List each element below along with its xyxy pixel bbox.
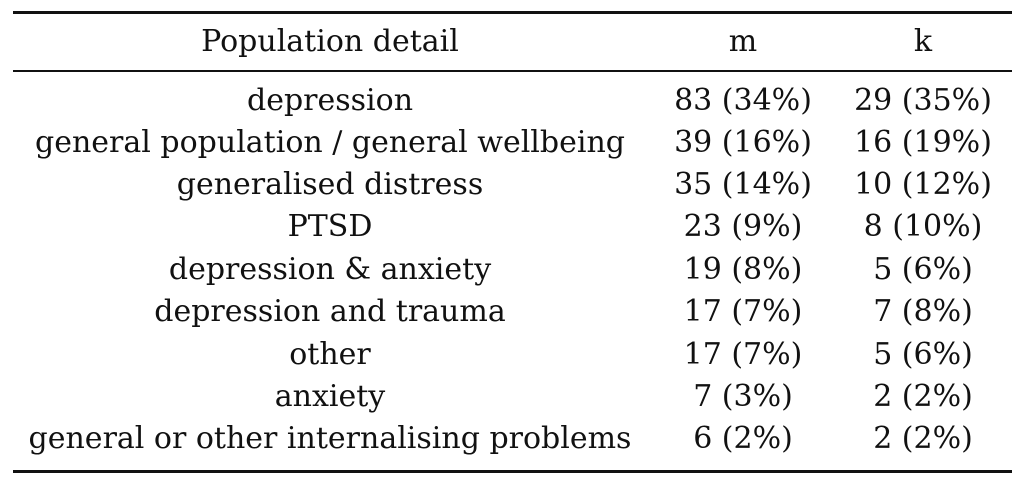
table-row: depression 83 (34%) 29 (35%) bbox=[0, 80, 1024, 122]
cell-k: 10 (12%) bbox=[854, 167, 992, 202]
table-row: other 17 (7%) 5 (6%) bbox=[0, 334, 1024, 376]
top-rule bbox=[13, 11, 1012, 14]
cell-detail: anxiety bbox=[274, 379, 386, 414]
table-row: general population / general wellbeing 3… bbox=[0, 122, 1024, 164]
cell-detail: other bbox=[289, 337, 371, 372]
cell-k: 16 (19%) bbox=[854, 125, 992, 160]
cell-k: 2 (2%) bbox=[873, 379, 973, 414]
cell-k: 29 (35%) bbox=[854, 83, 992, 118]
cell-k: 8 (10%) bbox=[863, 209, 983, 244]
cell-k: 7 (8%) bbox=[873, 294, 973, 329]
cell-m: 6 (2%) bbox=[693, 421, 793, 456]
header-population-detail: Population detail bbox=[201, 24, 459, 59]
cell-detail: depression bbox=[246, 83, 414, 118]
header-k: k bbox=[913, 24, 933, 59]
cell-detail: general or other internalising problems bbox=[28, 421, 632, 456]
table-row: generalised distress 35 (14%) 10 (12%) bbox=[0, 164, 1024, 206]
table-row: PTSD 23 (9%) 8 (10%) bbox=[0, 206, 1024, 248]
cell-detail: generalised distress bbox=[176, 167, 484, 202]
header-rule bbox=[13, 70, 1012, 72]
cell-m: 35 (14%) bbox=[674, 167, 812, 202]
table-row: anxiety 7 (3%) 2 (2%) bbox=[0, 376, 1024, 418]
cell-m: 7 (3%) bbox=[693, 379, 793, 414]
cell-k: 5 (6%) bbox=[873, 252, 973, 287]
cell-m: 17 (7%) bbox=[683, 294, 803, 329]
cell-m: 19 (8%) bbox=[683, 252, 803, 287]
bottom-rule bbox=[13, 470, 1012, 473]
table-row: general or other internalising problems … bbox=[0, 418, 1024, 460]
cell-detail: general population / general wellbeing bbox=[35, 125, 625, 160]
cell-k: 5 (6%) bbox=[873, 337, 973, 372]
cell-m: 83 (34%) bbox=[674, 83, 812, 118]
cell-k: 2 (2%) bbox=[873, 421, 973, 456]
cell-m: 23 (9%) bbox=[683, 209, 803, 244]
table-row: depression and trauma 17 (7%) 7 (8%) bbox=[0, 291, 1024, 333]
cell-m: 17 (7%) bbox=[683, 337, 803, 372]
cell-m: 39 (16%) bbox=[674, 125, 812, 160]
table-row: depression & anxiety 19 (8%) 5 (6%) bbox=[0, 249, 1024, 291]
cell-detail: depression and trauma bbox=[154, 294, 506, 329]
header-row: Population detail m k bbox=[0, 21, 1024, 63]
cell-detail: depression & anxiety bbox=[168, 252, 492, 287]
cell-detail: PTSD bbox=[287, 209, 373, 244]
header-m: m bbox=[728, 24, 758, 59]
